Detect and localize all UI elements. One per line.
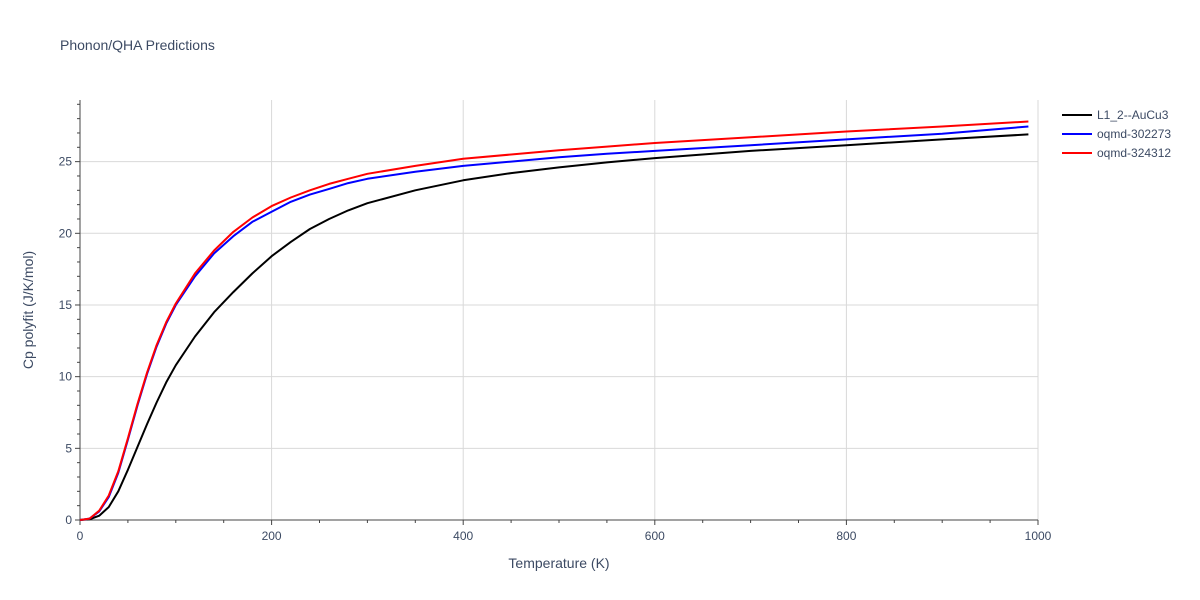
series-line-1[interactable] bbox=[79, 133, 1029, 521]
x-tick-label: 600 bbox=[645, 529, 665, 543]
x-axis-title: Temperature (K) bbox=[508, 555, 609, 571]
legend-label: L1_2--AuCu3 bbox=[1097, 108, 1169, 122]
y-tick-label: 5 bbox=[65, 441, 72, 455]
y-axis-title: Cp polyfit (J/K/mol) bbox=[20, 251, 36, 369]
series-layer bbox=[79, 120, 1029, 521]
legend-label: oqmd-302273 bbox=[1097, 127, 1171, 141]
legend[interactable]: L1_2--AuCu3 oqmd-302273 oqmd-324312 bbox=[1062, 108, 1171, 160]
y-tick-label: 10 bbox=[59, 370, 73, 384]
chart-title: Phonon/QHA Predictions bbox=[60, 37, 215, 53]
y-tick-label: 20 bbox=[59, 226, 73, 240]
x-tick-label: 400 bbox=[453, 529, 473, 543]
series-line-3[interactable] bbox=[79, 120, 1029, 521]
x-tick-label: 200 bbox=[262, 529, 282, 543]
legend-item[interactable]: oqmd-302273 bbox=[1062, 127, 1171, 141]
x-tick-label: 800 bbox=[836, 529, 856, 543]
axes: 0 200 400 600 800 1000 0 5 10 15 20 25 bbox=[59, 100, 1052, 543]
legend-label: oqmd-324312 bbox=[1097, 146, 1171, 160]
y-tick-label: 25 bbox=[59, 155, 73, 169]
legend-item[interactable]: L1_2--AuCu3 bbox=[1062, 108, 1169, 122]
x-tick-label: 1000 bbox=[1025, 529, 1052, 543]
y-tick-label: 15 bbox=[59, 298, 73, 312]
y-tick-label: 0 bbox=[65, 513, 72, 527]
x-tick-label: 0 bbox=[77, 529, 84, 543]
legend-item[interactable]: oqmd-324312 bbox=[1062, 146, 1171, 160]
series-line-2[interactable] bbox=[79, 125, 1029, 521]
grid bbox=[80, 100, 1039, 520]
